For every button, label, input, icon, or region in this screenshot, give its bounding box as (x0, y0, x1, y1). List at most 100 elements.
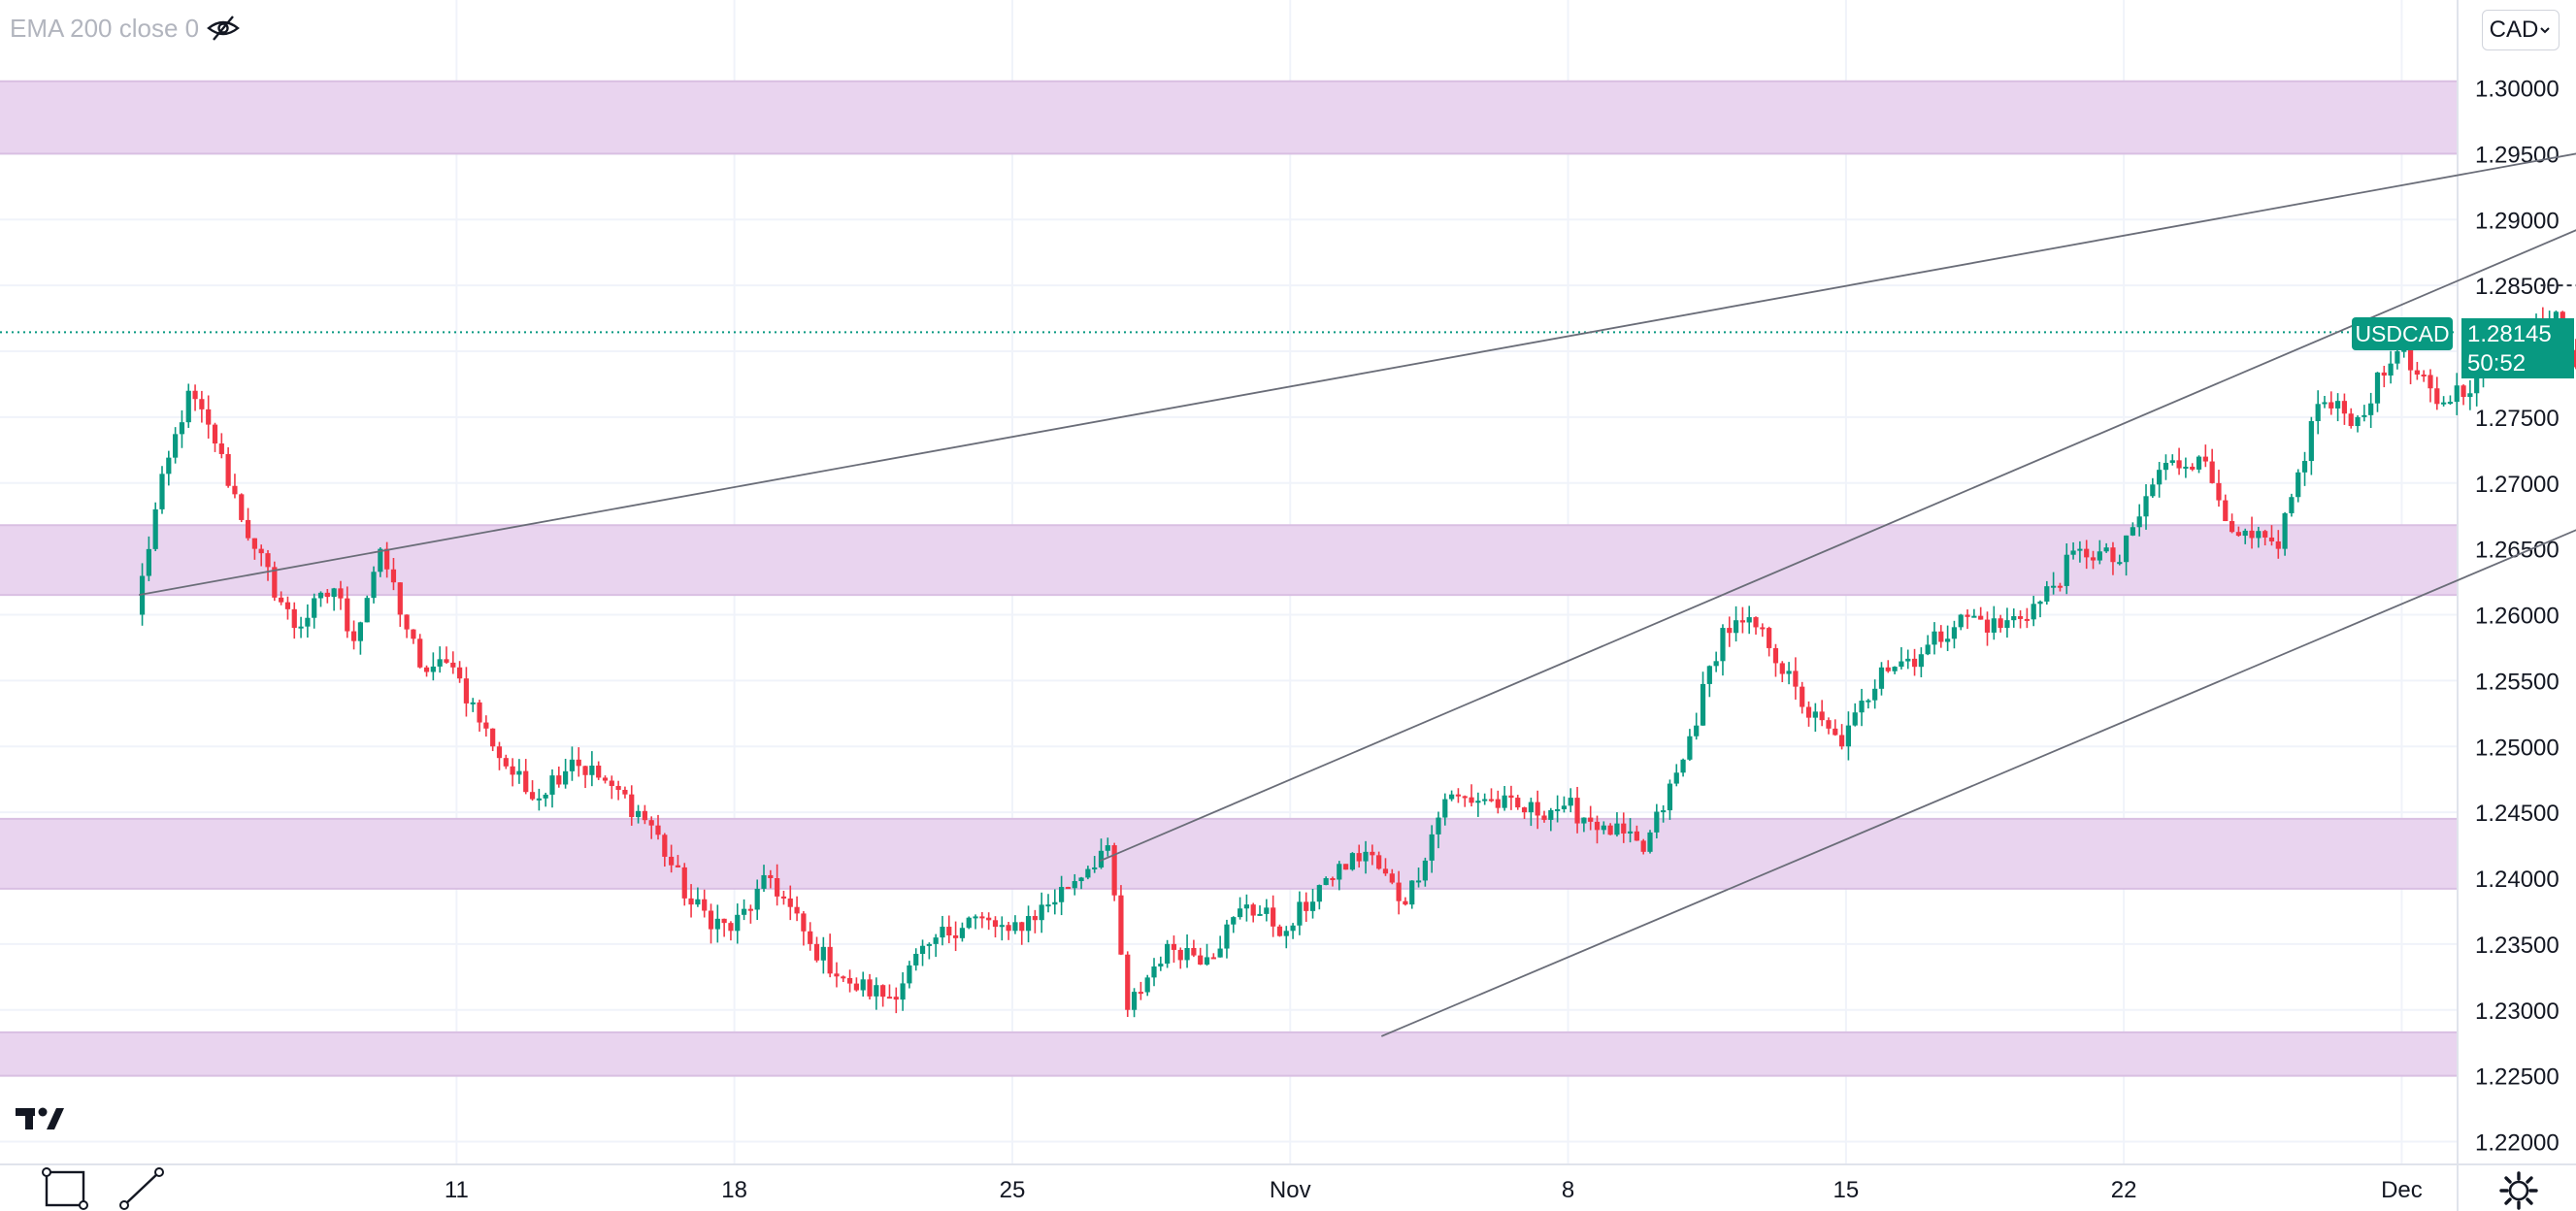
candle-body (1264, 907, 1270, 914)
candle-body (1488, 799, 1495, 802)
candle-body (1588, 817, 1594, 822)
x-tick-label: 18 (721, 1177, 747, 1203)
y-tick-label: 1.28500 (2475, 274, 2559, 300)
y-tick-label: 1.25500 (2475, 669, 2559, 695)
candle-body (2315, 404, 2321, 422)
indicator-label[interactable]: EMA 200 close 0 (10, 14, 200, 43)
x-tick-label: Nov (1270, 1177, 1311, 1203)
currency-label: CAD (2489, 16, 2539, 43)
candle-body (1700, 683, 1706, 726)
candle-body (1276, 926, 1283, 936)
candle-body (2202, 456, 2208, 462)
candle-body (2295, 472, 2301, 498)
candle-body (457, 667, 463, 679)
candle-body (2374, 372, 2381, 404)
candle-body (813, 943, 820, 961)
candle-body (1032, 916, 1038, 921)
candle-body (1125, 954, 1131, 1010)
y-tick-label: 1.27000 (2475, 472, 2559, 498)
x-tick-label: Dec (2381, 1177, 2423, 1203)
candle-body (820, 946, 826, 961)
candle-body (1965, 614, 1970, 617)
candle-body (2348, 413, 2354, 427)
candle-body (265, 553, 271, 568)
candle-body (1283, 931, 1289, 936)
candle-body (1442, 799, 1448, 818)
candle-body (1852, 712, 1858, 726)
bar-countdown: 50:52 (2467, 350, 2526, 376)
y-tick-label: 1.23500 (2475, 933, 2559, 959)
candle-body (973, 916, 978, 919)
currency-button[interactable]: CAD (2482, 10, 2559, 50)
candle-body (1508, 795, 1514, 799)
candle-body (1045, 904, 1051, 907)
candle-body (2308, 421, 2314, 462)
candle-body (1733, 620, 1739, 634)
candle-body (2301, 461, 2308, 473)
candle-body (1177, 949, 1183, 961)
candle-body (735, 914, 741, 932)
candle-body (1415, 880, 1422, 883)
candle-body (1403, 900, 1408, 905)
rectangle-tool-icon[interactable] (41, 1166, 91, 1211)
candle-body (1039, 904, 1044, 921)
candle-body (1978, 615, 1984, 620)
candle-body (1739, 620, 1746, 623)
candle-body (953, 935, 959, 938)
x-tick-label: 22 (2111, 1177, 2137, 1203)
trend-line (138, 152, 2576, 597)
candle-body (1382, 868, 1389, 874)
candle-body (1826, 720, 1832, 729)
candle-body (1872, 688, 1878, 701)
candle-body (576, 759, 581, 767)
candle-body (2553, 311, 2559, 322)
tradingview-logo-icon[interactable] (14, 1098, 66, 1137)
candle-body (867, 979, 873, 997)
candle-body (1713, 661, 1719, 667)
candle-body (2130, 527, 2135, 536)
candle-body (350, 631, 357, 641)
candle-body (1614, 823, 1620, 835)
candle-body (496, 746, 503, 759)
candle-body (1859, 701, 1865, 713)
candle-body (728, 923, 734, 932)
candle-body (146, 548, 151, 576)
candle-body (206, 409, 212, 425)
candle-body (1184, 948, 1190, 961)
candle-body (582, 766, 588, 775)
candle-body (2044, 586, 2050, 602)
candle-body (529, 792, 536, 800)
candle-body (1621, 823, 1627, 834)
candle-body (2196, 456, 2202, 470)
candle-body (139, 575, 146, 615)
candle-body (218, 443, 224, 454)
x-tick-label: 15 (1833, 1177, 1859, 1203)
candle-body (430, 666, 436, 672)
candle-body (357, 622, 363, 641)
eye-crossed-icon[interactable] (206, 14, 241, 43)
x-tick-label: 8 (1562, 1177, 1574, 1203)
candle-body (2275, 540, 2281, 549)
candle-body (1092, 867, 1098, 869)
candle-body (1528, 802, 1534, 813)
candle-body (549, 775, 555, 795)
gear-icon[interactable] (2498, 1170, 2539, 1211)
candle-body (1793, 671, 1799, 687)
candle-body (1574, 798, 1580, 824)
candle-body (1138, 992, 1143, 995)
candle-body (1065, 887, 1072, 890)
candle-body (992, 920, 999, 928)
candle-body (463, 678, 470, 704)
trendline-tool-icon[interactable] (116, 1166, 167, 1211)
candle-body (1118, 895, 1124, 955)
candle-body (1006, 925, 1011, 932)
y-tick-label: 1.24500 (2475, 801, 2559, 827)
candle-body (1025, 916, 1032, 932)
candle-body (2070, 550, 2076, 555)
candle-body (1885, 667, 1891, 671)
candle-body (2268, 537, 2275, 541)
candle-body (1158, 964, 1164, 967)
candle-body (2361, 414, 2367, 417)
